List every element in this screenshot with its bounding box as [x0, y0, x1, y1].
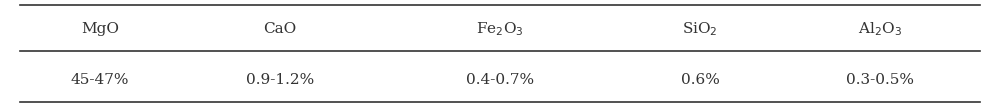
- Text: 0.6%: 0.6%: [681, 73, 719, 87]
- Text: MgO: MgO: [81, 22, 119, 36]
- Text: CaO: CaO: [263, 22, 297, 36]
- Text: 0.4-0.7%: 0.4-0.7%: [466, 73, 534, 87]
- Text: SiO$_2$: SiO$_2$: [682, 20, 718, 38]
- Text: 0.9-1.2%: 0.9-1.2%: [246, 73, 314, 87]
- Text: Fe$_2$O$_3$: Fe$_2$O$_3$: [476, 20, 524, 38]
- Text: 45-47%: 45-47%: [71, 73, 129, 87]
- Text: 0.3-0.5%: 0.3-0.5%: [846, 73, 914, 87]
- Text: Al$_2$O$_3$: Al$_2$O$_3$: [858, 20, 902, 38]
